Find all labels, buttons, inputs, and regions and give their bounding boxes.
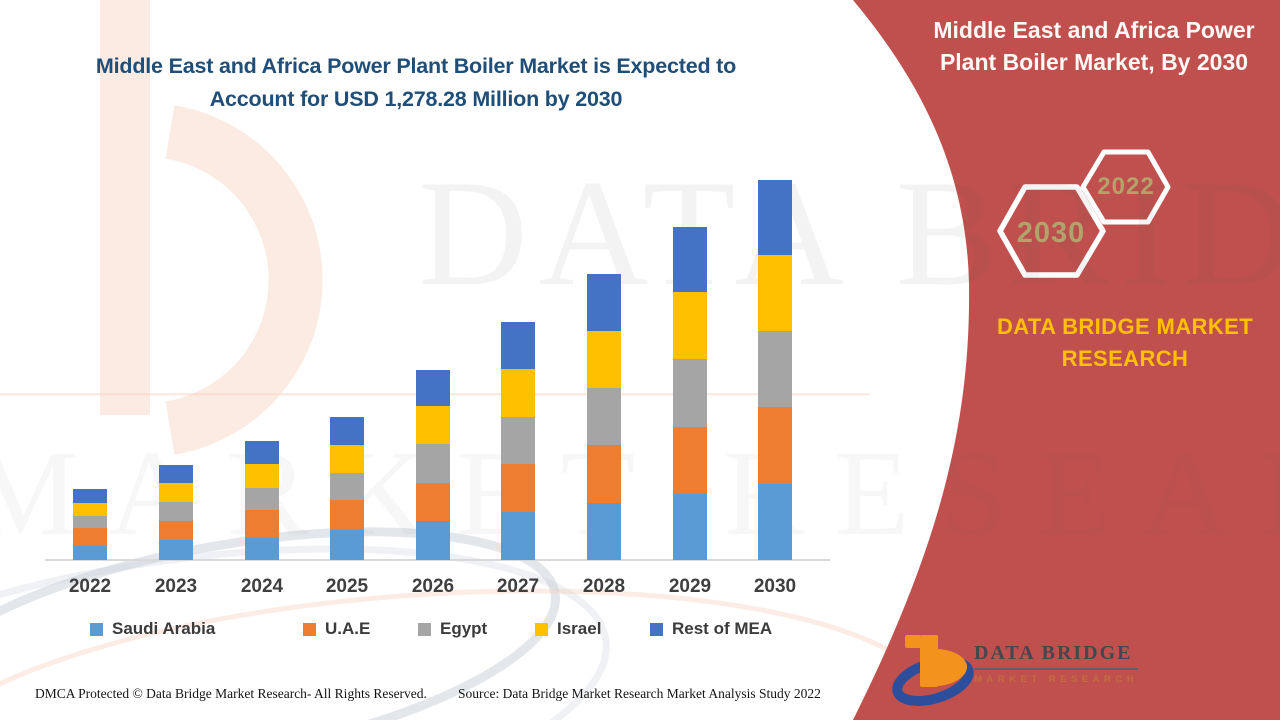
bar-segment-egypt-2029 [673,358,707,427]
bar-segment-saudi-arabia-2023 [159,540,193,560]
bar-segment-egypt-2023 [159,502,193,521]
bar-segment-u-a-e-2023 [159,521,193,540]
bar-segment-u-a-e-2028 [587,445,621,503]
bar-segment-rest-of-mea-2024 [245,441,279,464]
legend-item-saudi-arabia: Saudi Arabia [90,619,215,639]
bar-segment-israel-2026 [416,406,450,444]
bar-segment-egypt-2024 [245,488,279,510]
bar-2027 [501,321,535,560]
bar-segment-rest-of-mea-2022 [73,488,107,503]
bar-segment-israel-2023 [159,483,193,502]
bar-segment-israel-2030 [758,255,792,331]
hexagon-2022-label: 2022 [1097,173,1155,200]
x-tick-2022: 2022 [68,576,112,597]
bar-segment-u-a-e-2024 [245,510,279,538]
bar-segment-saudi-arabia-2025 [330,530,364,560]
panel-title: Middle East and Africa Power Plant Boile… [933,17,1255,75]
logo-name: DATA BRIDGE [974,642,1139,670]
bar-segment-egypt-2030 [758,331,792,407]
x-tick-2025: 2025 [325,576,369,597]
bar-segment-saudi-arabia-2030 [758,484,792,560]
x-tick-2027: 2027 [496,576,540,597]
x-axis-line [45,559,830,561]
x-tick-2023: 2023 [154,576,198,597]
bar-2024 [245,441,279,560]
bar-segment-saudi-arabia-2024 [245,538,279,560]
x-tick-2026: 2026 [411,576,455,597]
bar-segment-u-a-e-2022 [73,528,107,546]
bar-segment-egypt-2027 [501,417,535,464]
bar-2023 [159,464,193,560]
bar-2030 [758,180,792,560]
legend-item-egypt: Egypt [418,619,487,639]
red-panel [853,0,1280,720]
bar-segment-egypt-2028 [587,387,621,445]
bar-segment-u-a-e-2025 [330,500,364,530]
bar-segment-israel-2024 [245,464,279,488]
legend-label: Israel [557,619,602,638]
watermark-data-bridge: DATA BRIDGE [418,149,1280,317]
legend-swatch-icon [303,622,316,636]
x-tick-2028: 2028 [582,576,626,597]
footer-dmca-text: DMCA Protected © Data Bridge Market Rese… [35,686,427,701]
legend-label: Rest of MEA [672,619,773,638]
bar-segment-egypt-2025 [330,473,364,500]
brand-text: DATA BRIDGE MARKET RESEARCH [996,314,1254,371]
bar-segment-rest-of-mea-2030 [758,180,792,255]
legend-item-u-a-e: U.A.E [303,619,370,639]
page-title: Middle East and Africa Power Plant Boile… [95,54,737,111]
bar-segment-saudi-arabia-2022 [73,545,107,560]
x-tick-2030: 2030 [753,576,797,597]
bar-segment-rest-of-mea-2027 [501,321,535,369]
bar-segment-egypt-2022 [73,516,107,528]
hexagon-2022 [1080,149,1171,225]
legend-swatch-icon [90,622,103,636]
hexagon-2030-label: 2030 [1016,217,1086,249]
bar-segment-u-a-e-2030 [758,407,792,484]
dbmr-logo-wordmark: DATA BRIDGE MARKET RESEARCH [974,642,1139,685]
legend-label: Egypt [440,619,488,638]
legend-swatch-icon [650,622,663,636]
hexagon-2030 [997,184,1106,278]
bar-segment-israel-2025 [330,445,364,473]
x-tick-2024: 2024 [240,576,284,597]
bar-segment-u-a-e-2029 [673,426,707,494]
bar-segment-israel-2028 [587,330,621,388]
bar-segment-rest-of-mea-2026 [416,369,450,406]
legend-item-israel: Israel [535,619,601,639]
bar-segment-israel-2027 [501,369,535,417]
bar-segment-u-a-e-2026 [416,483,450,521]
dbmr-logo-icon [892,635,974,706]
bar-segment-israel-2022 [73,502,107,516]
footer-source-text: Source: Data Bridge Market Research Mark… [458,686,821,701]
bar-segment-rest-of-mea-2025 [330,417,364,445]
bar-segment-rest-of-mea-2028 [587,274,621,331]
bar-segment-saudi-arabia-2029 [673,493,707,560]
bar-segment-saudi-arabia-2027 [501,512,535,560]
bar-segment-u-a-e-2027 [501,464,535,512]
bar-segment-rest-of-mea-2023 [159,464,193,483]
bar-segment-saudi-arabia-2026 [416,521,450,560]
bar-2026 [416,369,450,560]
bar-segment-rest-of-mea-2029 [673,226,707,292]
bar-segment-israel-2029 [673,292,707,359]
logo-tagline: MARKET RESEARCH [974,674,1139,685]
bar-segment-egypt-2026 [416,444,450,483]
legend-swatch-icon [535,622,548,636]
bar-2025 [330,417,364,560]
bar-segment-saudi-arabia-2028 [587,502,621,560]
watermark-market-research: MARKET RESEARCH [0,426,1280,561]
legend-label: U.A.E [325,619,371,638]
legend-label: Saudi Arabia [112,619,216,638]
legend-swatch-icon [418,622,431,636]
legend-item-rest-of-mea: Rest of MEA [650,619,772,639]
x-tick-2029: 2029 [668,576,712,597]
bar-2028 [587,274,621,560]
bar-2022 [73,488,107,560]
bar-2029 [673,226,707,560]
